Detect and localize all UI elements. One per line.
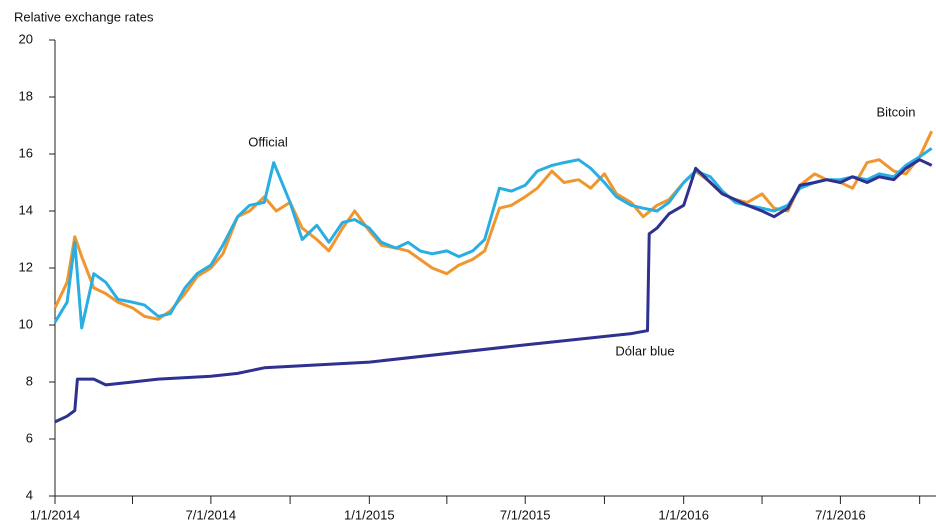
y-tick-label: 8 [26, 373, 33, 388]
y-tick-label: 12 [19, 259, 33, 274]
y-tick-label: 6 [26, 430, 33, 445]
x-tick-label: 1/1/2016 [658, 507, 709, 522]
y-tick-label: 14 [19, 202, 33, 217]
y-tick-label: 18 [19, 88, 33, 103]
x-tick-label: 7/1/2016 [815, 507, 866, 522]
annotation: Dólar blue [615, 343, 674, 358]
series-line [53, 147, 933, 330]
annotation: Bitcoin [876, 104, 915, 119]
series-line [54, 158, 933, 424]
y-axis-label: Relative exchange rates [14, 9, 154, 24]
series-line [53, 130, 934, 321]
y-tick-label: 16 [19, 145, 33, 160]
y-tick-label: 4 [26, 487, 33, 502]
x-tick-label: 7/1/2015 [500, 507, 551, 522]
y-tick-label: 20 [19, 31, 33, 46]
y-tick-label: 10 [19, 316, 33, 331]
x-tick-label: 7/1/2014 [186, 507, 237, 522]
annotation: Official [248, 134, 288, 149]
x-tick-label: 1/1/2014 [30, 507, 81, 522]
x-tick-label: 1/1/2015 [344, 507, 395, 522]
